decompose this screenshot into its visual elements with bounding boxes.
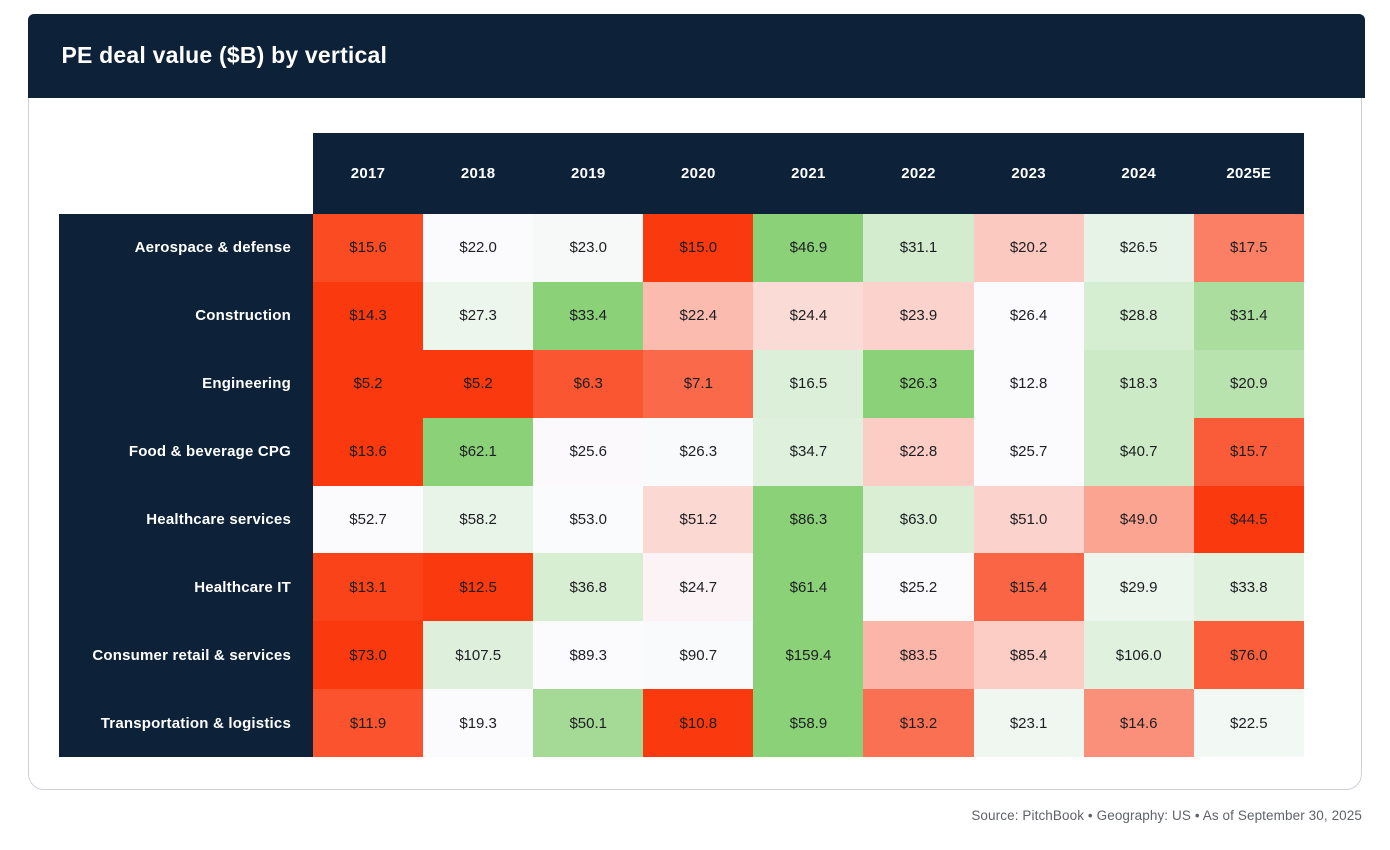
heatmap-cell: $20.2 (973, 214, 1084, 282)
heatmap-cell: $22.0 (423, 214, 534, 282)
row-label: Transportation & logistics (59, 689, 313, 758)
row-label: Food & beverage CPG (59, 417, 313, 486)
heatmap-cell: $27.3 (423, 281, 534, 350)
heatmap-cell: $11.9 (313, 689, 424, 758)
heatmap-cell: $15.4 (973, 553, 1084, 622)
column-header-2019: 2019 (533, 133, 644, 214)
heatmap-cell: $90.7 (643, 621, 754, 690)
heatmap-cell: $159.4 (753, 621, 864, 690)
heatmap-cell: $52.7 (313, 485, 424, 554)
heatmap-cell: $15.0 (643, 214, 754, 282)
heatmap-cell: $49.0 (1083, 485, 1194, 554)
heatmap-cell: $26.5 (1083, 214, 1194, 282)
heatmap-cell: $83.5 (863, 621, 974, 690)
column-header-2018: 2018 (423, 133, 534, 214)
heatmap-cell: $85.4 (973, 621, 1084, 690)
heatmap-cell: $19.3 (423, 689, 534, 758)
row-label: Healthcare IT (59, 553, 313, 622)
heatmap-cell: $76.0 (1193, 621, 1304, 690)
heatmap-cell: $25.6 (533, 417, 644, 486)
heatmap-cell: $14.6 (1083, 689, 1194, 758)
heatmap-cell: $33.8 (1193, 553, 1304, 622)
heatmap-cell: $46.9 (753, 214, 864, 282)
heatmap-cell: $17.5 (1193, 214, 1304, 282)
heatmap-cell: $36.8 (533, 553, 644, 622)
heatmap-cell: $40.7 (1083, 417, 1194, 486)
heatmap-cell: $10.8 (643, 689, 754, 758)
chart-title: PE deal value ($B) by vertical (61, 42, 388, 68)
heatmap-cell: $23.0 (533, 214, 644, 282)
heatmap-cell: $62.1 (423, 417, 534, 486)
heatmap-cell: $107.5 (423, 621, 534, 690)
column-header-2017: 2017 (313, 133, 424, 214)
heatmap-cell: $7.1 (643, 349, 754, 418)
heatmap-cell: $106.0 (1083, 621, 1194, 690)
heatmap-cell: $28.8 (1083, 281, 1194, 350)
heatmap-cell: $12.5 (423, 553, 534, 622)
heatmap-cell: $33.4 (533, 281, 644, 350)
row-label: Engineering (59, 349, 313, 418)
table-corner-spacer (59, 133, 313, 214)
chart-card: PE deal value ($B) by vertical 2017 2018 2… (27, 13, 1365, 790)
heatmap-cell: $25.2 (863, 553, 974, 622)
heatmap-cell: $31.1 (863, 214, 974, 282)
heatmap-cell: $16.5 (753, 349, 864, 418)
heatmap-cell: $15.6 (313, 214, 424, 282)
heatmap-cell: $89.3 (533, 621, 644, 690)
heatmap-cell: $53.0 (533, 485, 644, 554)
heatmap-cell: $58.9 (753, 689, 864, 758)
heatmap-cell: $26.3 (643, 417, 754, 486)
heatmap-cell: $34.7 (753, 417, 864, 486)
heatmap-cell: $22.8 (863, 417, 974, 486)
heatmap-cell: $15.7 (1193, 417, 1304, 486)
row-label: Construction (59, 281, 313, 350)
heatmap-cell: $61.4 (753, 553, 864, 622)
heatmap-cell: $50.1 (533, 689, 644, 758)
chart-title-bar: PE deal value ($B) by vertical (27, 13, 1365, 98)
heatmap-cell: $22.5 (1193, 689, 1304, 758)
heatmap-cell: $13.1 (313, 553, 424, 622)
column-header-2020: 2020 (643, 133, 754, 214)
heatmap-cell: $22.4 (643, 281, 754, 350)
column-header-2021: 2021 (753, 133, 864, 214)
column-header-2024: 2024 (1083, 133, 1194, 214)
heatmap-cell: $24.4 (753, 281, 864, 350)
column-header-2025E: 2025E (1193, 133, 1304, 214)
heatmap-cell: $23.1 (973, 689, 1084, 758)
heatmap-cell: $6.3 (533, 349, 644, 418)
heatmap-cell: $20.9 (1193, 349, 1304, 418)
row-label: Consumer retail & services (59, 621, 313, 690)
heatmap-cell: $14.3 (313, 281, 424, 350)
column-header-2022: 2022 (863, 133, 974, 214)
heatmap-cell: $26.4 (973, 281, 1084, 350)
heatmap-cell: $86.3 (753, 485, 864, 554)
heatmap-cell: $44.5 (1193, 485, 1304, 554)
heatmap-cell: $31.4 (1193, 281, 1304, 350)
heatmap-cell: $5.2 (313, 349, 424, 418)
heatmap-cell: $51.0 (973, 485, 1084, 554)
row-label: Aerospace & defense (59, 214, 313, 282)
heatmap-cell: $13.6 (313, 417, 424, 486)
heatmap-cell: $73.0 (313, 621, 424, 690)
heatmap-cell: $25.7 (973, 417, 1084, 486)
heatmap-cell: $26.3 (863, 349, 974, 418)
source-note: Source: PitchBook • Geography: US • As o… (971, 808, 1362, 823)
heatmap-table: 2017 2018 2019 2020 2021 2022 2023 2024 2025E Aer… (59, 133, 1304, 758)
heatmap-cell: $29.9 (1083, 553, 1194, 622)
row-label: Healthcare services (59, 485, 313, 554)
heatmap-cell: $5.2 (423, 349, 534, 418)
heatmap-cell: $24.7 (643, 553, 754, 622)
heatmap-cell: $23.9 (863, 281, 974, 350)
heatmap-cell: $12.8 (973, 349, 1084, 418)
heatmap-cell: $13.2 (863, 689, 974, 758)
column-header-2023: 2023 (973, 133, 1084, 214)
heatmap-cell: $58.2 (423, 485, 534, 554)
heatmap-cell: $63.0 (863, 485, 974, 554)
heatmap-cell: $18.3 (1083, 349, 1194, 418)
heatmap-cell: $51.2 (643, 485, 754, 554)
